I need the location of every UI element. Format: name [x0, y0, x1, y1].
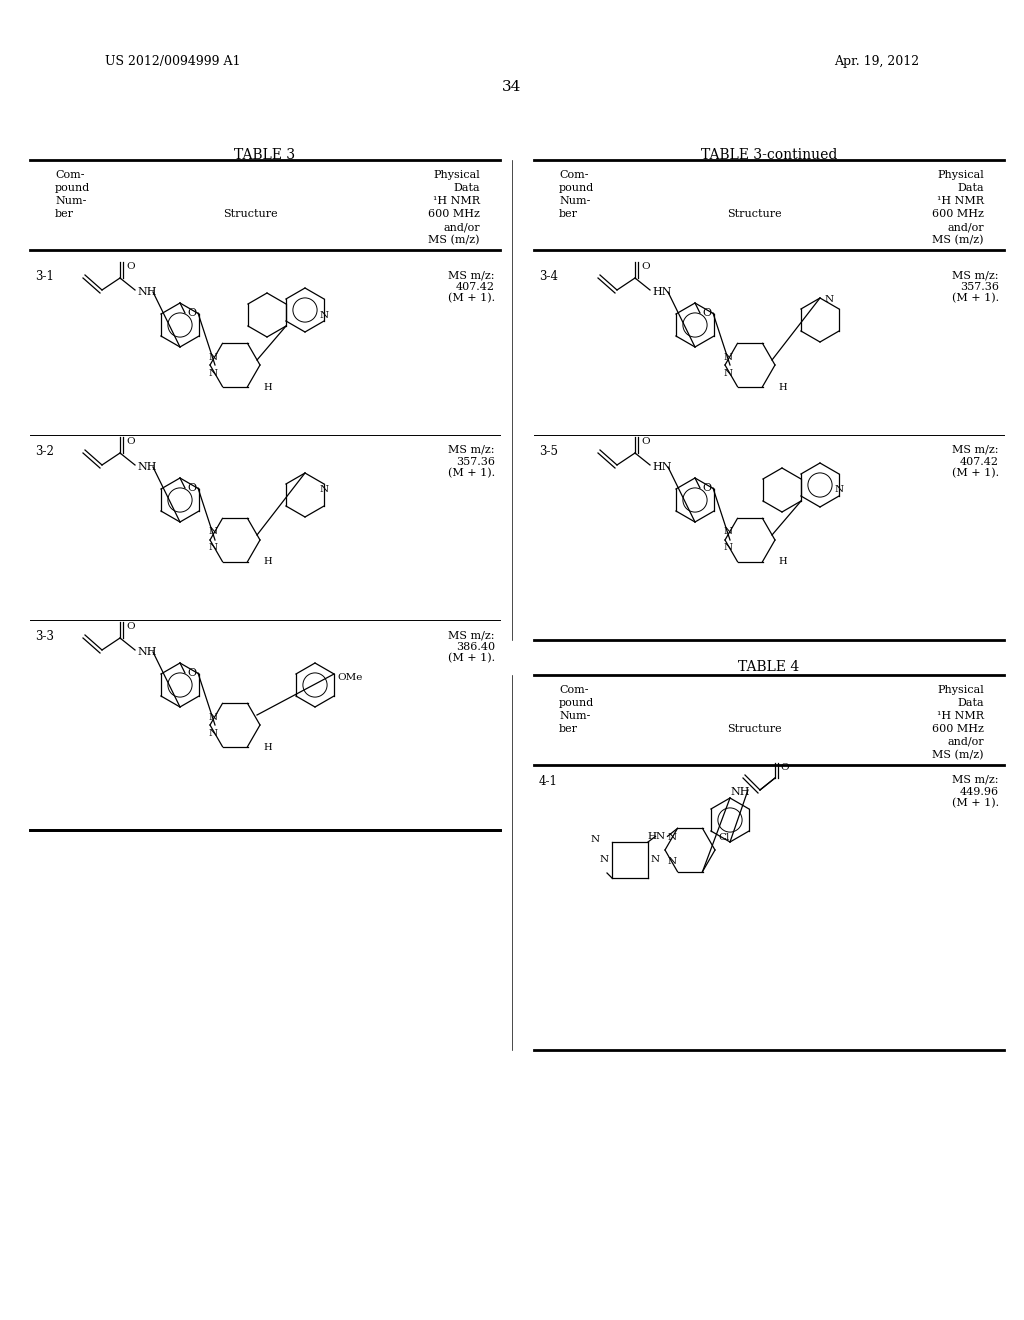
- Text: MS m/z:
407.42
(M + 1).: MS m/z: 407.42 (M + 1).: [447, 271, 495, 304]
- Text: Com-: Com-: [55, 170, 85, 180]
- Text: O: O: [641, 437, 649, 446]
- Text: N: N: [209, 368, 217, 378]
- Text: HN: HN: [647, 832, 666, 841]
- Text: ¹H NMR: ¹H NMR: [937, 711, 984, 721]
- Text: and/or: and/or: [947, 222, 984, 232]
- Text: N: N: [723, 352, 732, 362]
- Text: Structure: Structure: [727, 209, 781, 219]
- Text: Num-: Num-: [559, 711, 591, 721]
- Text: H: H: [778, 383, 786, 392]
- Text: H: H: [778, 557, 786, 566]
- Text: TABLE 3-continued: TABLE 3-continued: [700, 148, 838, 162]
- Text: O: O: [641, 261, 649, 271]
- Text: MS m/z:
386.40
(M + 1).: MS m/z: 386.40 (M + 1).: [447, 630, 495, 664]
- Text: US 2012/0094999 A1: US 2012/0094999 A1: [105, 55, 241, 69]
- Text: MS m/z:
407.42
(M + 1).: MS m/z: 407.42 (M + 1).: [952, 445, 999, 479]
- Text: O: O: [187, 308, 197, 318]
- Text: Structure: Structure: [222, 209, 278, 219]
- Text: ber: ber: [559, 209, 578, 219]
- Text: Num-: Num-: [55, 195, 86, 206]
- Text: N: N: [319, 486, 329, 495]
- Text: Data: Data: [454, 183, 480, 193]
- Text: Cl: Cl: [718, 833, 729, 842]
- Text: 600 MHz: 600 MHz: [428, 209, 480, 219]
- Text: O: O: [187, 483, 197, 492]
- Text: NH: NH: [730, 787, 750, 797]
- Text: N: N: [835, 486, 844, 495]
- Text: ber: ber: [559, 723, 578, 734]
- Text: O: O: [126, 437, 134, 446]
- Text: N: N: [209, 352, 217, 362]
- Text: N: N: [209, 528, 217, 536]
- Text: 3-3: 3-3: [35, 630, 54, 643]
- Text: O: O: [702, 483, 711, 492]
- Text: NH: NH: [137, 286, 157, 297]
- Text: O: O: [126, 261, 134, 271]
- Text: H: H: [263, 557, 271, 566]
- Text: pound: pound: [559, 183, 594, 193]
- Text: N: N: [600, 855, 609, 865]
- Text: TABLE 4: TABLE 4: [738, 660, 800, 675]
- Text: MS m/z:
357.36
(M + 1).: MS m/z: 357.36 (M + 1).: [447, 445, 495, 479]
- Text: MS (m/z): MS (m/z): [933, 235, 984, 246]
- Text: MS m/z:
449.96
(M + 1).: MS m/z: 449.96 (M + 1).: [952, 775, 999, 809]
- Text: Com-: Com-: [559, 170, 589, 180]
- Text: Data: Data: [957, 183, 984, 193]
- Text: O: O: [126, 622, 134, 631]
- Text: H: H: [263, 742, 271, 751]
- Text: Physical: Physical: [937, 170, 984, 180]
- Text: MS m/z:
357.36
(M + 1).: MS m/z: 357.36 (M + 1).: [952, 271, 999, 304]
- Text: Physical: Physical: [433, 170, 480, 180]
- Text: and/or: and/or: [443, 222, 480, 232]
- Text: HN: HN: [652, 286, 672, 297]
- Text: O: O: [187, 668, 197, 678]
- Text: 3-5: 3-5: [539, 445, 558, 458]
- Text: N: N: [723, 544, 732, 553]
- Text: O: O: [702, 308, 711, 318]
- Text: N: N: [209, 729, 217, 738]
- Text: N: N: [668, 833, 677, 842]
- Text: NH: NH: [137, 647, 157, 657]
- Text: OMe: OMe: [337, 672, 362, 681]
- Text: Com-: Com-: [559, 685, 589, 696]
- Text: N: N: [723, 528, 732, 536]
- Text: 3-4: 3-4: [539, 271, 558, 282]
- Text: 3-1: 3-1: [35, 271, 54, 282]
- Text: HN: HN: [652, 462, 672, 473]
- Text: N: N: [668, 858, 677, 866]
- Text: Apr. 19, 2012: Apr. 19, 2012: [834, 55, 919, 69]
- Text: O: O: [780, 763, 788, 772]
- Text: ¹H NMR: ¹H NMR: [433, 195, 480, 206]
- Text: 600 MHz: 600 MHz: [932, 209, 984, 219]
- Text: N: N: [209, 713, 217, 722]
- Text: Num-: Num-: [559, 195, 591, 206]
- Text: NH: NH: [137, 462, 157, 473]
- Text: Physical: Physical: [937, 685, 984, 696]
- Text: ber: ber: [55, 209, 74, 219]
- Text: 600 MHz: 600 MHz: [932, 723, 984, 734]
- Text: N: N: [319, 310, 329, 319]
- Text: 4-1: 4-1: [539, 775, 558, 788]
- Text: N: N: [825, 296, 835, 305]
- Text: 34: 34: [503, 81, 521, 94]
- Text: and/or: and/or: [947, 737, 984, 747]
- Text: Structure: Structure: [727, 723, 781, 734]
- Text: N: N: [723, 368, 732, 378]
- Text: N: N: [591, 834, 600, 843]
- Text: N: N: [651, 855, 660, 865]
- Text: H: H: [263, 383, 271, 392]
- Text: MS (m/z): MS (m/z): [428, 235, 480, 246]
- Text: TABLE 3: TABLE 3: [234, 148, 296, 162]
- Text: N: N: [209, 544, 217, 553]
- Text: MS (m/z): MS (m/z): [933, 750, 984, 760]
- Text: pound: pound: [55, 183, 90, 193]
- Text: 3-2: 3-2: [35, 445, 54, 458]
- Text: ¹H NMR: ¹H NMR: [937, 195, 984, 206]
- Text: Data: Data: [957, 698, 984, 708]
- Text: pound: pound: [559, 698, 594, 708]
